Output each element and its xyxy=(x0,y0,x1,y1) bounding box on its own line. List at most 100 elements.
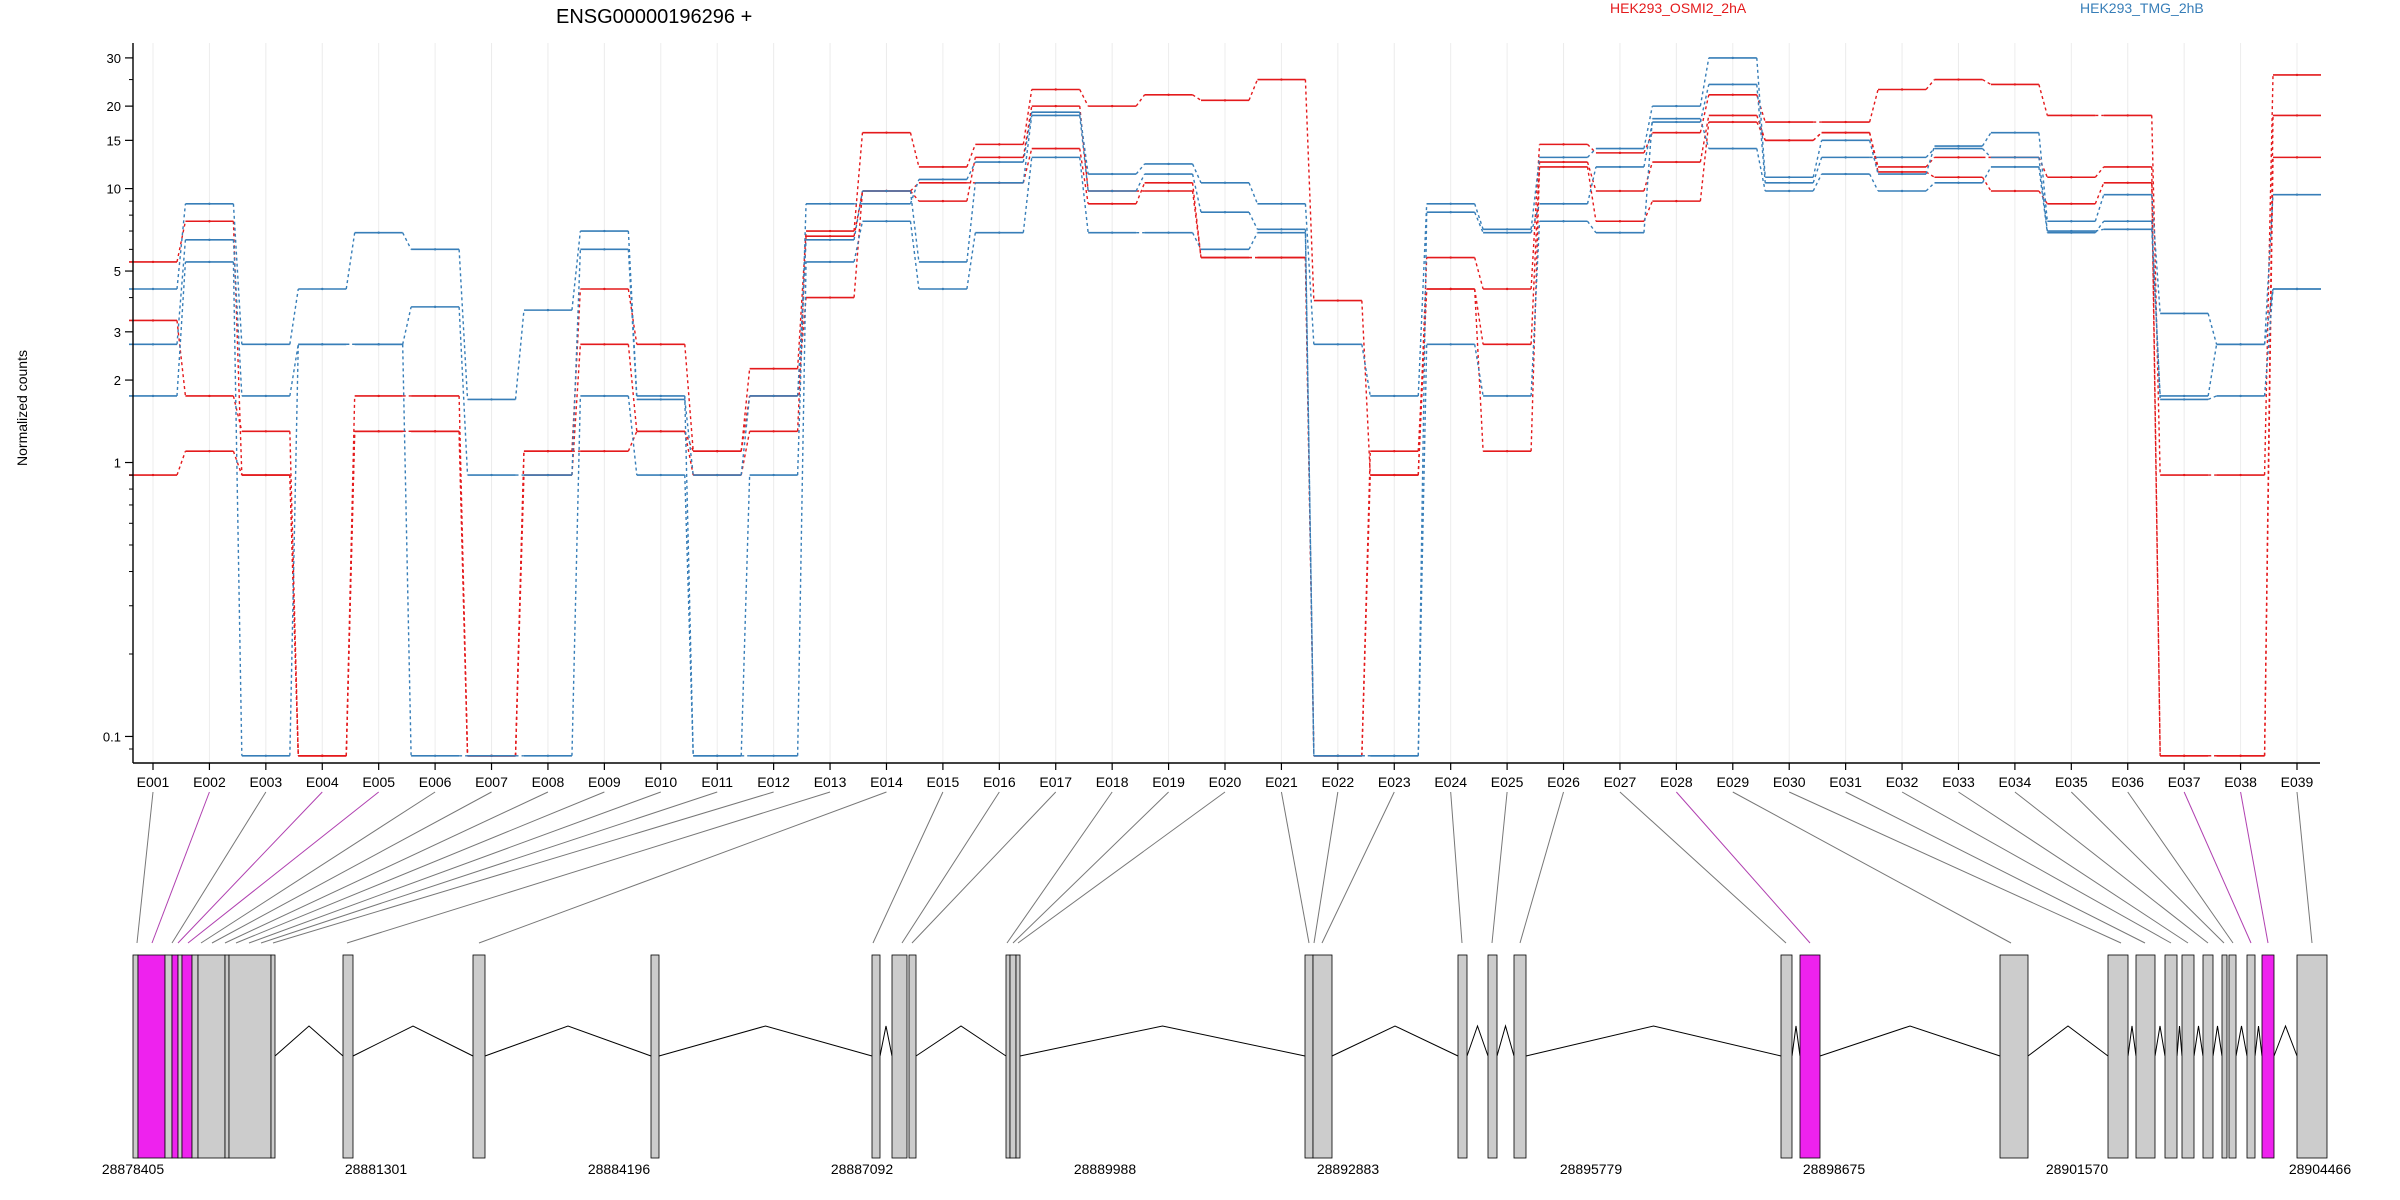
data-point xyxy=(2182,754,2186,757)
exon-connector xyxy=(1450,791,1463,944)
x-tick-label: E005 xyxy=(362,774,395,790)
x-axis: E001 E002 E003 E004 E005 E006 E007 E008 E009 E010… xyxy=(133,762,2320,790)
exon-connector xyxy=(478,791,887,944)
data-point xyxy=(546,449,550,453)
y-tick-label: 0.1 xyxy=(103,729,121,744)
intron-line xyxy=(484,1025,652,1057)
x-tick-label: E027 xyxy=(1604,774,1637,790)
data-point xyxy=(1505,449,1509,453)
x-tick-label: E039 xyxy=(2281,774,2314,790)
data-point xyxy=(2239,754,2242,757)
data-point xyxy=(2013,156,2017,159)
data-point xyxy=(1675,120,1678,124)
intron-line xyxy=(2154,1025,2166,1057)
data-point xyxy=(1505,394,1509,398)
exon xyxy=(891,954,908,1159)
exon-connector xyxy=(248,791,661,944)
data-point xyxy=(1844,156,1847,159)
x-tick-label: E014 xyxy=(870,774,903,790)
data-point xyxy=(2182,394,2186,398)
data-point xyxy=(716,449,719,453)
intron-line xyxy=(2127,1025,2137,1057)
x-tick-label: E035 xyxy=(2055,774,2088,790)
exon-connector xyxy=(1675,791,1811,944)
x-tick-label: E036 xyxy=(2111,774,2144,790)
exon-connector xyxy=(171,791,267,944)
chart-title: ENSG00000196296 + xyxy=(556,6,752,28)
y-tick-label: 15 xyxy=(107,133,121,148)
exon-connector xyxy=(260,791,718,944)
exon-connector xyxy=(1845,791,2146,944)
exon xyxy=(1009,954,1017,1159)
data-point xyxy=(208,260,211,264)
data-point xyxy=(1900,172,1904,176)
exon-connector xyxy=(346,791,831,944)
data-point xyxy=(941,165,945,169)
exon-connector xyxy=(1789,791,2122,944)
data-point xyxy=(1562,165,1565,169)
data-point xyxy=(321,343,324,346)
data-point xyxy=(1618,165,1622,169)
data-point xyxy=(603,449,606,453)
y-tick-label: 2 xyxy=(114,373,121,388)
data-point xyxy=(998,181,1001,184)
intron-line xyxy=(658,1025,873,1057)
intron-line xyxy=(1331,1025,1459,1057)
data-point xyxy=(1675,117,1678,120)
exon xyxy=(132,954,139,1159)
data-point xyxy=(208,238,211,242)
data-point xyxy=(1844,139,1847,142)
exon-connector xyxy=(2296,791,2313,944)
exon xyxy=(1999,954,2029,1159)
y-axis-label: Normalized counts xyxy=(14,350,30,466)
y-tick-label: 5 xyxy=(114,264,121,279)
exon xyxy=(270,954,276,1159)
x-tick-label: E017 xyxy=(1039,774,1072,790)
data-point xyxy=(885,202,888,205)
data-point xyxy=(1788,139,1791,142)
data-point xyxy=(546,308,550,312)
data-point xyxy=(2013,83,2017,86)
data-point xyxy=(1731,147,1734,150)
exon-connector xyxy=(177,791,323,944)
y-tick-label: 30 xyxy=(107,51,121,66)
intron-line xyxy=(915,1025,1007,1057)
data-point xyxy=(2013,165,2017,169)
exon-connector xyxy=(2070,791,2225,944)
data-point xyxy=(208,394,211,398)
data-point xyxy=(828,238,832,242)
intron-line xyxy=(1496,1024,1515,1057)
intron-line xyxy=(2193,1025,2204,1057)
exon-connector xyxy=(272,791,774,944)
data-point xyxy=(1449,256,1452,259)
data-point xyxy=(2013,189,2017,193)
data-point xyxy=(828,229,832,233)
data-point xyxy=(603,394,606,398)
x-tick-label: E011 xyxy=(701,774,733,790)
data-point xyxy=(208,449,211,453)
x-tick-label: E013 xyxy=(814,774,847,790)
intron-line xyxy=(352,1025,474,1057)
data-point xyxy=(1731,93,1734,96)
data-point xyxy=(1900,88,1904,91)
data-point xyxy=(1618,231,1622,234)
data-point xyxy=(1900,189,1904,193)
data-point xyxy=(1167,189,1170,193)
coordinate-label: 28898675 xyxy=(1803,1161,1866,1177)
data-point xyxy=(2070,231,2073,234)
y-tick-label: 10 xyxy=(107,182,121,197)
data-point xyxy=(1393,449,1396,453)
data-point xyxy=(1618,151,1622,155)
data-point xyxy=(1731,114,1734,117)
legend-entry-tmg: HEK293_TMG_2hB xyxy=(2080,0,2204,16)
data-point xyxy=(659,473,662,477)
x-tick-label: E003 xyxy=(249,774,282,790)
exon-connector xyxy=(911,791,1057,944)
data-point xyxy=(1957,156,1960,159)
data-point xyxy=(1449,287,1452,291)
x-tick-label: E012 xyxy=(757,774,790,790)
data-point xyxy=(998,231,1001,234)
data-point xyxy=(151,319,155,322)
vertical-gridlines xyxy=(152,43,2298,763)
data-point xyxy=(941,178,945,181)
